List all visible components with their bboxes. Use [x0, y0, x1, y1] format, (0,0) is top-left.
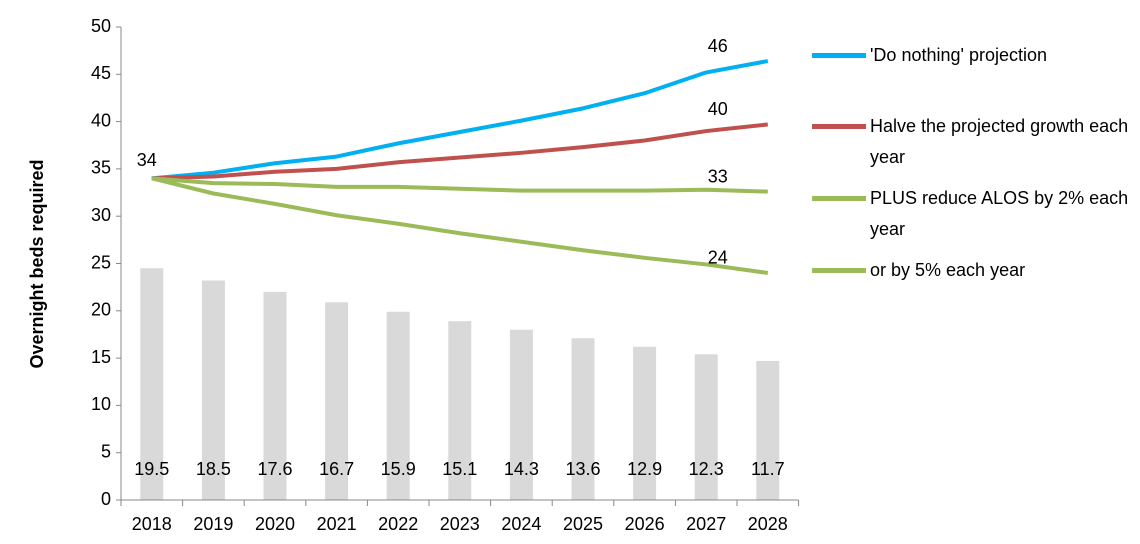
- legend-swatch: [812, 196, 866, 201]
- data-label: 33: [708, 166, 728, 186]
- legend-label: Halve the projected growth each year: [870, 116, 1129, 167]
- y-axis-title: Overnight beds required: [27, 159, 47, 368]
- bar-annotation: 15.1: [442, 459, 477, 479]
- series-line: [151, 122, 769, 181]
- x-tick-label: 2018: [132, 514, 172, 534]
- bar-annotation: 14.3: [504, 459, 539, 479]
- data-label: 46: [708, 36, 728, 56]
- x-tick-label: 2020: [255, 514, 295, 534]
- bar-annotation: 17.6: [257, 459, 292, 479]
- x-tick-label: 2019: [193, 514, 233, 534]
- bar: [325, 302, 349, 500]
- bar: [140, 268, 164, 500]
- bar-annotation: 13.6: [565, 459, 600, 479]
- bar: [263, 291, 287, 500]
- y-tick-label: 10: [91, 394, 111, 414]
- legend-swatch: [812, 268, 866, 273]
- legend-item: or by 5% each year: [812, 255, 1132, 286]
- y-tick-label: 15: [91, 347, 111, 367]
- x-tick-label: 2023: [440, 514, 480, 534]
- bar: [756, 360, 780, 500]
- bar: [201, 280, 225, 500]
- bar: [571, 338, 595, 500]
- y-tick-label: 50: [91, 16, 111, 36]
- x-tick-label: 2028: [748, 514, 788, 534]
- bar-annotation: 16.7: [319, 459, 354, 479]
- series-line: [151, 176, 768, 194]
- x-tick-label: 2022: [378, 514, 418, 534]
- bar: [509, 329, 533, 500]
- y-tick-label: 35: [91, 158, 111, 178]
- bar-annotation: 11.7: [751, 459, 785, 479]
- y-tick-label: 30: [91, 205, 111, 225]
- legend: 'Do nothing' projection Halve the project…: [812, 40, 1132, 286]
- legend-item: 'Do nothing' projection: [812, 40, 1132, 71]
- y-tick-label: 40: [91, 110, 111, 130]
- legend-swatch: [812, 124, 866, 129]
- bar-annotation: 12.3: [689, 459, 724, 479]
- bar-annotation: 12.9: [627, 459, 662, 479]
- legend-item: Halve the projected growth each year: [812, 111, 1132, 173]
- data-label: 24: [708, 248, 728, 268]
- y-tick-label: 5: [101, 441, 111, 461]
- y-tick-label: 0: [101, 489, 111, 509]
- legend-label: or by 5% each year: [870, 260, 1026, 280]
- legend-label: 'Do nothing' projection: [870, 45, 1047, 65]
- bar-annotation: 18.5: [196, 459, 231, 479]
- data-label: 34: [137, 150, 157, 170]
- y-tick-label: 25: [91, 252, 111, 272]
- bar: [694, 354, 718, 500]
- x-tick-label: 2021: [317, 514, 357, 534]
- bar-annotation: 19.5: [134, 459, 169, 479]
- bar: [448, 321, 472, 500]
- data-label: 40: [708, 99, 728, 119]
- bar: [633, 346, 657, 500]
- x-tick-label: 2025: [563, 514, 603, 534]
- y-tick-label: 20: [91, 300, 111, 320]
- y-tick-label: 45: [91, 63, 111, 83]
- legend-swatch: [812, 53, 866, 58]
- x-tick-label: 2024: [501, 514, 541, 534]
- bar: [386, 311, 410, 500]
- legend-label: PLUS reduce ALOS by 2% each year: [870, 188, 1129, 239]
- bar-annotation: 15.9: [381, 459, 416, 479]
- series-line: [151, 59, 769, 181]
- legend-item: PLUS reduce ALOS by 2% each year: [812, 183, 1132, 245]
- x-tick-label: 2027: [686, 514, 726, 534]
- series-line: [151, 176, 769, 275]
- x-tick-label: 2026: [625, 514, 665, 534]
